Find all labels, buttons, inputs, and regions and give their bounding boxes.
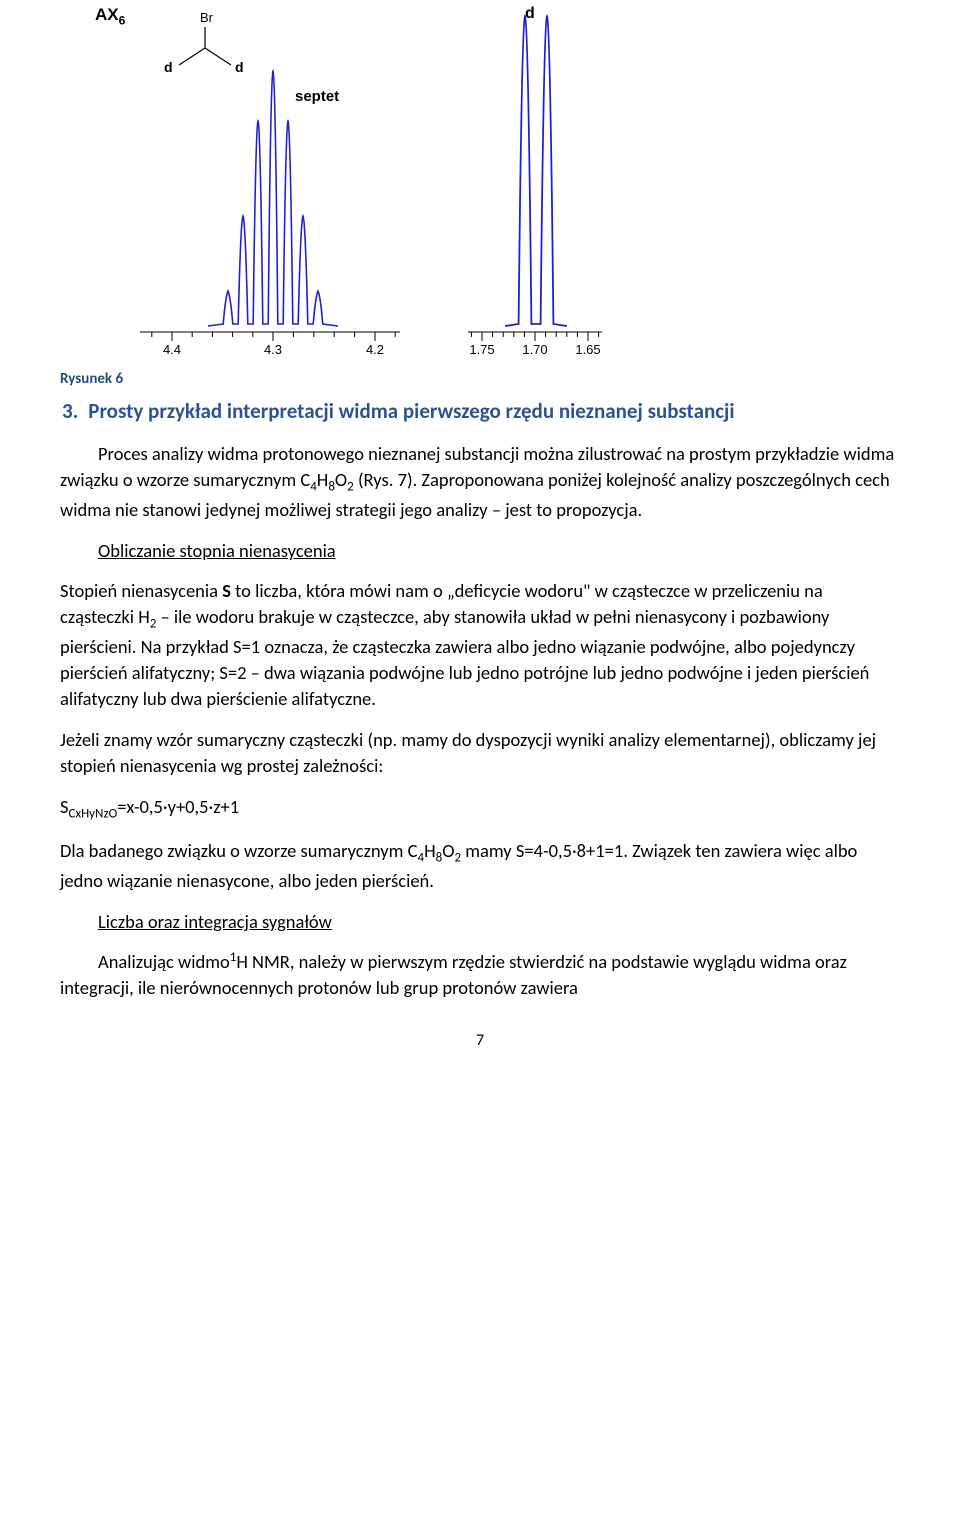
svg-text:1.70: 1.70 [522, 342, 547, 357]
section-number: 3. [62, 398, 78, 424]
subsection-2: Liczba oraz integracja sygnałów [60, 910, 900, 933]
paragraph-4: Dla badanego związku o wzorze sumaryczny… [60, 838, 900, 894]
subsection-1: Obliczanie stopnia nienasycenia [60, 539, 900, 562]
paragraph-3: Jeżeli znamy wzór sumaryczny cząsteczki … [60, 727, 900, 779]
svg-text:4.2: 4.2 [366, 342, 384, 357]
section-title: Prosty przykład interpretacji widma pier… [88, 398, 734, 424]
paragraph-1: Proces analizy widma protonowego nieznan… [60, 441, 900, 523]
paragraph-2: Stopień nienasycenia S to liczba, która … [60, 578, 900, 711]
formula: SCxHyNzO=x-0,5·y+0,5·z+1 [60, 795, 900, 822]
svg-text:4.4: 4.4 [163, 342, 181, 357]
svg-text:4.3: 4.3 [264, 342, 282, 357]
nmr-spectra-svg: 4.4 4.3 4.2 1.75 1.70 1.65 [60, 0, 680, 360]
nmr-figure: AX6 Br d d d septet 4.44.34.21.751.701.6… [60, 0, 900, 360]
svg-text:1.65: 1.65 [575, 342, 600, 357]
figure-caption: Rysunek 6 [60, 370, 900, 388]
svg-text:1.75: 1.75 [469, 342, 494, 357]
section-heading: 3.Prosty przykład interpretacji widma pi… [86, 398, 900, 425]
page-number: 7 [60, 1031, 900, 1050]
paragraph-5: Analizując widmo1H NMR, należy w pierwsz… [60, 949, 900, 1001]
